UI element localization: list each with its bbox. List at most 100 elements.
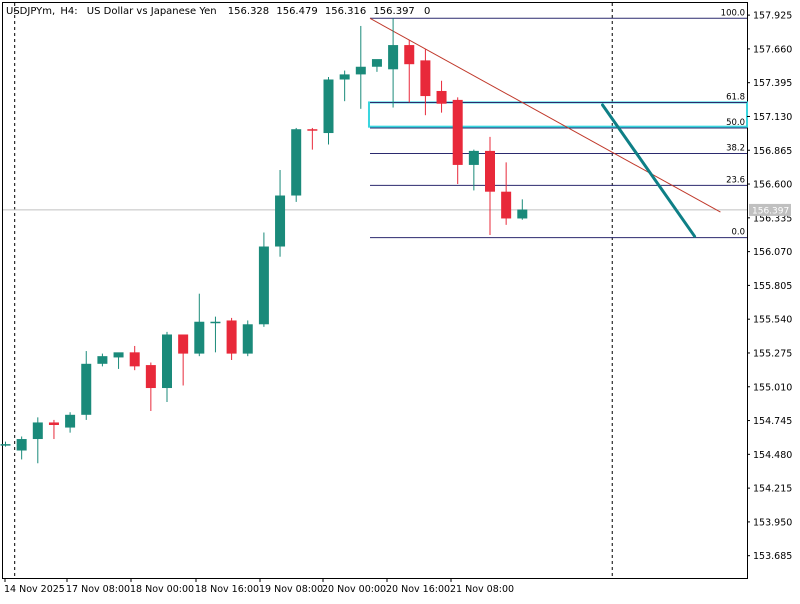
candle-body: [275, 195, 286, 247]
fibonacci-retracement[interactable]: 100.0 61.8 50.0 38.2 23.6 0.0: [369, 8, 747, 239]
candle-body: [0, 444, 11, 446]
candle: [0, 441, 11, 447]
price-tick-label: 157.130: [753, 112, 792, 123]
candle-body: [210, 321, 221, 324]
candle: [210, 316, 221, 353]
candle: [517, 199, 528, 220]
price-tick-label: 157.660: [753, 44, 792, 55]
header-close: 156.397: [373, 6, 414, 17]
candle-body: [97, 356, 108, 364]
candle-body: [113, 352, 124, 358]
candle: [242, 320, 253, 357]
time-tick-label: 21 Nov 08:00: [450, 584, 514, 595]
price-tick-label: 153.950: [753, 517, 792, 528]
candle-body: [355, 66, 366, 75]
candle: [194, 293, 205, 357]
price-tick-label: 155.010: [753, 382, 792, 393]
candle-body: [129, 352, 140, 367]
time-tick-label: 19 Nov 08:00: [259, 584, 323, 595]
candle-body: [420, 60, 431, 97]
candle-body: [226, 320, 237, 354]
price-tick-label: 154.480: [753, 450, 792, 461]
candle: [355, 25, 366, 109]
trendlines[interactable]: [369, 17, 721, 238]
candle-body: [162, 334, 172, 389]
candle: [48, 419, 59, 440]
header-text: USDJPYm, H4: US Dollar vs Japanese Yen 1…: [6, 6, 430, 17]
price-badge-text: 156.397: [752, 206, 789, 216]
candle: [81, 351, 92, 420]
price-tick-label: 156.600: [753, 180, 792, 191]
candle: [178, 334, 189, 386]
candle: [129, 345, 140, 371]
time-axis[interactable]: 14 Nov 2025 17 Nov 08:00 18 Nov 00:00 18 No…: [4, 578, 514, 595]
candle: [113, 352, 124, 369]
candle: [145, 362, 156, 411]
candle-body: [485, 150, 495, 192]
candle-body: [436, 90, 447, 104]
price-tick-label: 155.805: [753, 281, 792, 292]
red-trendline[interactable]: [369, 17, 721, 213]
price-tick-label: 153.685: [753, 551, 792, 562]
fib-level-label: 50.0: [726, 118, 745, 128]
candle-body: [194, 321, 205, 354]
candle: [501, 162, 512, 225]
candle: [436, 80, 447, 113]
candle-body: [388, 45, 399, 70]
candle: [452, 97, 463, 185]
price-axis[interactable]: 157.925 157.660 157.395 157.130 156.865 156.6…: [747, 11, 792, 563]
price-tick-label: 156.335: [753, 213, 792, 224]
fib-level-label: 0.0: [731, 228, 745, 238]
candle-body: [178, 334, 189, 354]
header-volume: 0: [424, 6, 430, 17]
candle-body: [258, 246, 269, 325]
candle-body: [16, 439, 27, 451]
price-tick-label: 154.745: [753, 416, 792, 427]
candle-body: [291, 129, 302, 196]
candle: [226, 317, 237, 360]
candle-body: [371, 59, 382, 67]
plot-frame: [2, 2, 748, 579]
candle-body: [452, 99, 463, 165]
candle-body: [32, 422, 43, 440]
candle-body: [65, 414, 76, 428]
time-tick-label: 20 Nov 00:00: [322, 584, 386, 595]
candle: [65, 412, 76, 433]
candle: [275, 170, 286, 257]
candle: [32, 417, 43, 464]
time-tick-label: 18 Nov 00:00: [130, 584, 194, 595]
candle-body: [501, 191, 512, 219]
candle: [404, 39, 415, 103]
price-tick-label: 157.395: [753, 78, 792, 89]
current-price-badge: 156.397: [749, 203, 791, 216]
candle: [323, 76, 334, 145]
time-tick-label: 18 Nov 16:00: [195, 584, 259, 595]
candle: [162, 331, 172, 403]
fib-level-label: 38.2: [726, 143, 745, 153]
time-tick-label: 17 Nov 08:00: [66, 584, 130, 595]
price-tick-label: 156.865: [753, 146, 792, 157]
price-badge-background: [749, 203, 791, 216]
header-high: 156.479: [276, 6, 317, 17]
header-symbol: USDJPYm,: [6, 6, 55, 17]
candle-body: [307, 129, 318, 131]
candle: [468, 149, 479, 191]
price-tick-label: 155.275: [753, 348, 792, 359]
candle: [371, 59, 382, 72]
candle-body: [517, 209, 528, 219]
candle: [97, 353, 108, 367]
candle-body: [145, 365, 156, 389]
header-low: 156.316: [325, 6, 366, 17]
time-tick-label: 20 Nov 16:00: [386, 584, 450, 595]
price-tick-label: 156.070: [753, 247, 792, 258]
candle-body: [468, 150, 479, 165]
candle-body: [339, 74, 350, 80]
teal-trendline[interactable]: [601, 103, 697, 238]
chart-header: USDJPYm, H4: US Dollar vs Japanese Yen 1…: [6, 6, 430, 17]
candle: [258, 232, 269, 327]
price-tick-label: 154.215: [753, 484, 792, 495]
price-tick-label: 157.925: [753, 11, 792, 22]
